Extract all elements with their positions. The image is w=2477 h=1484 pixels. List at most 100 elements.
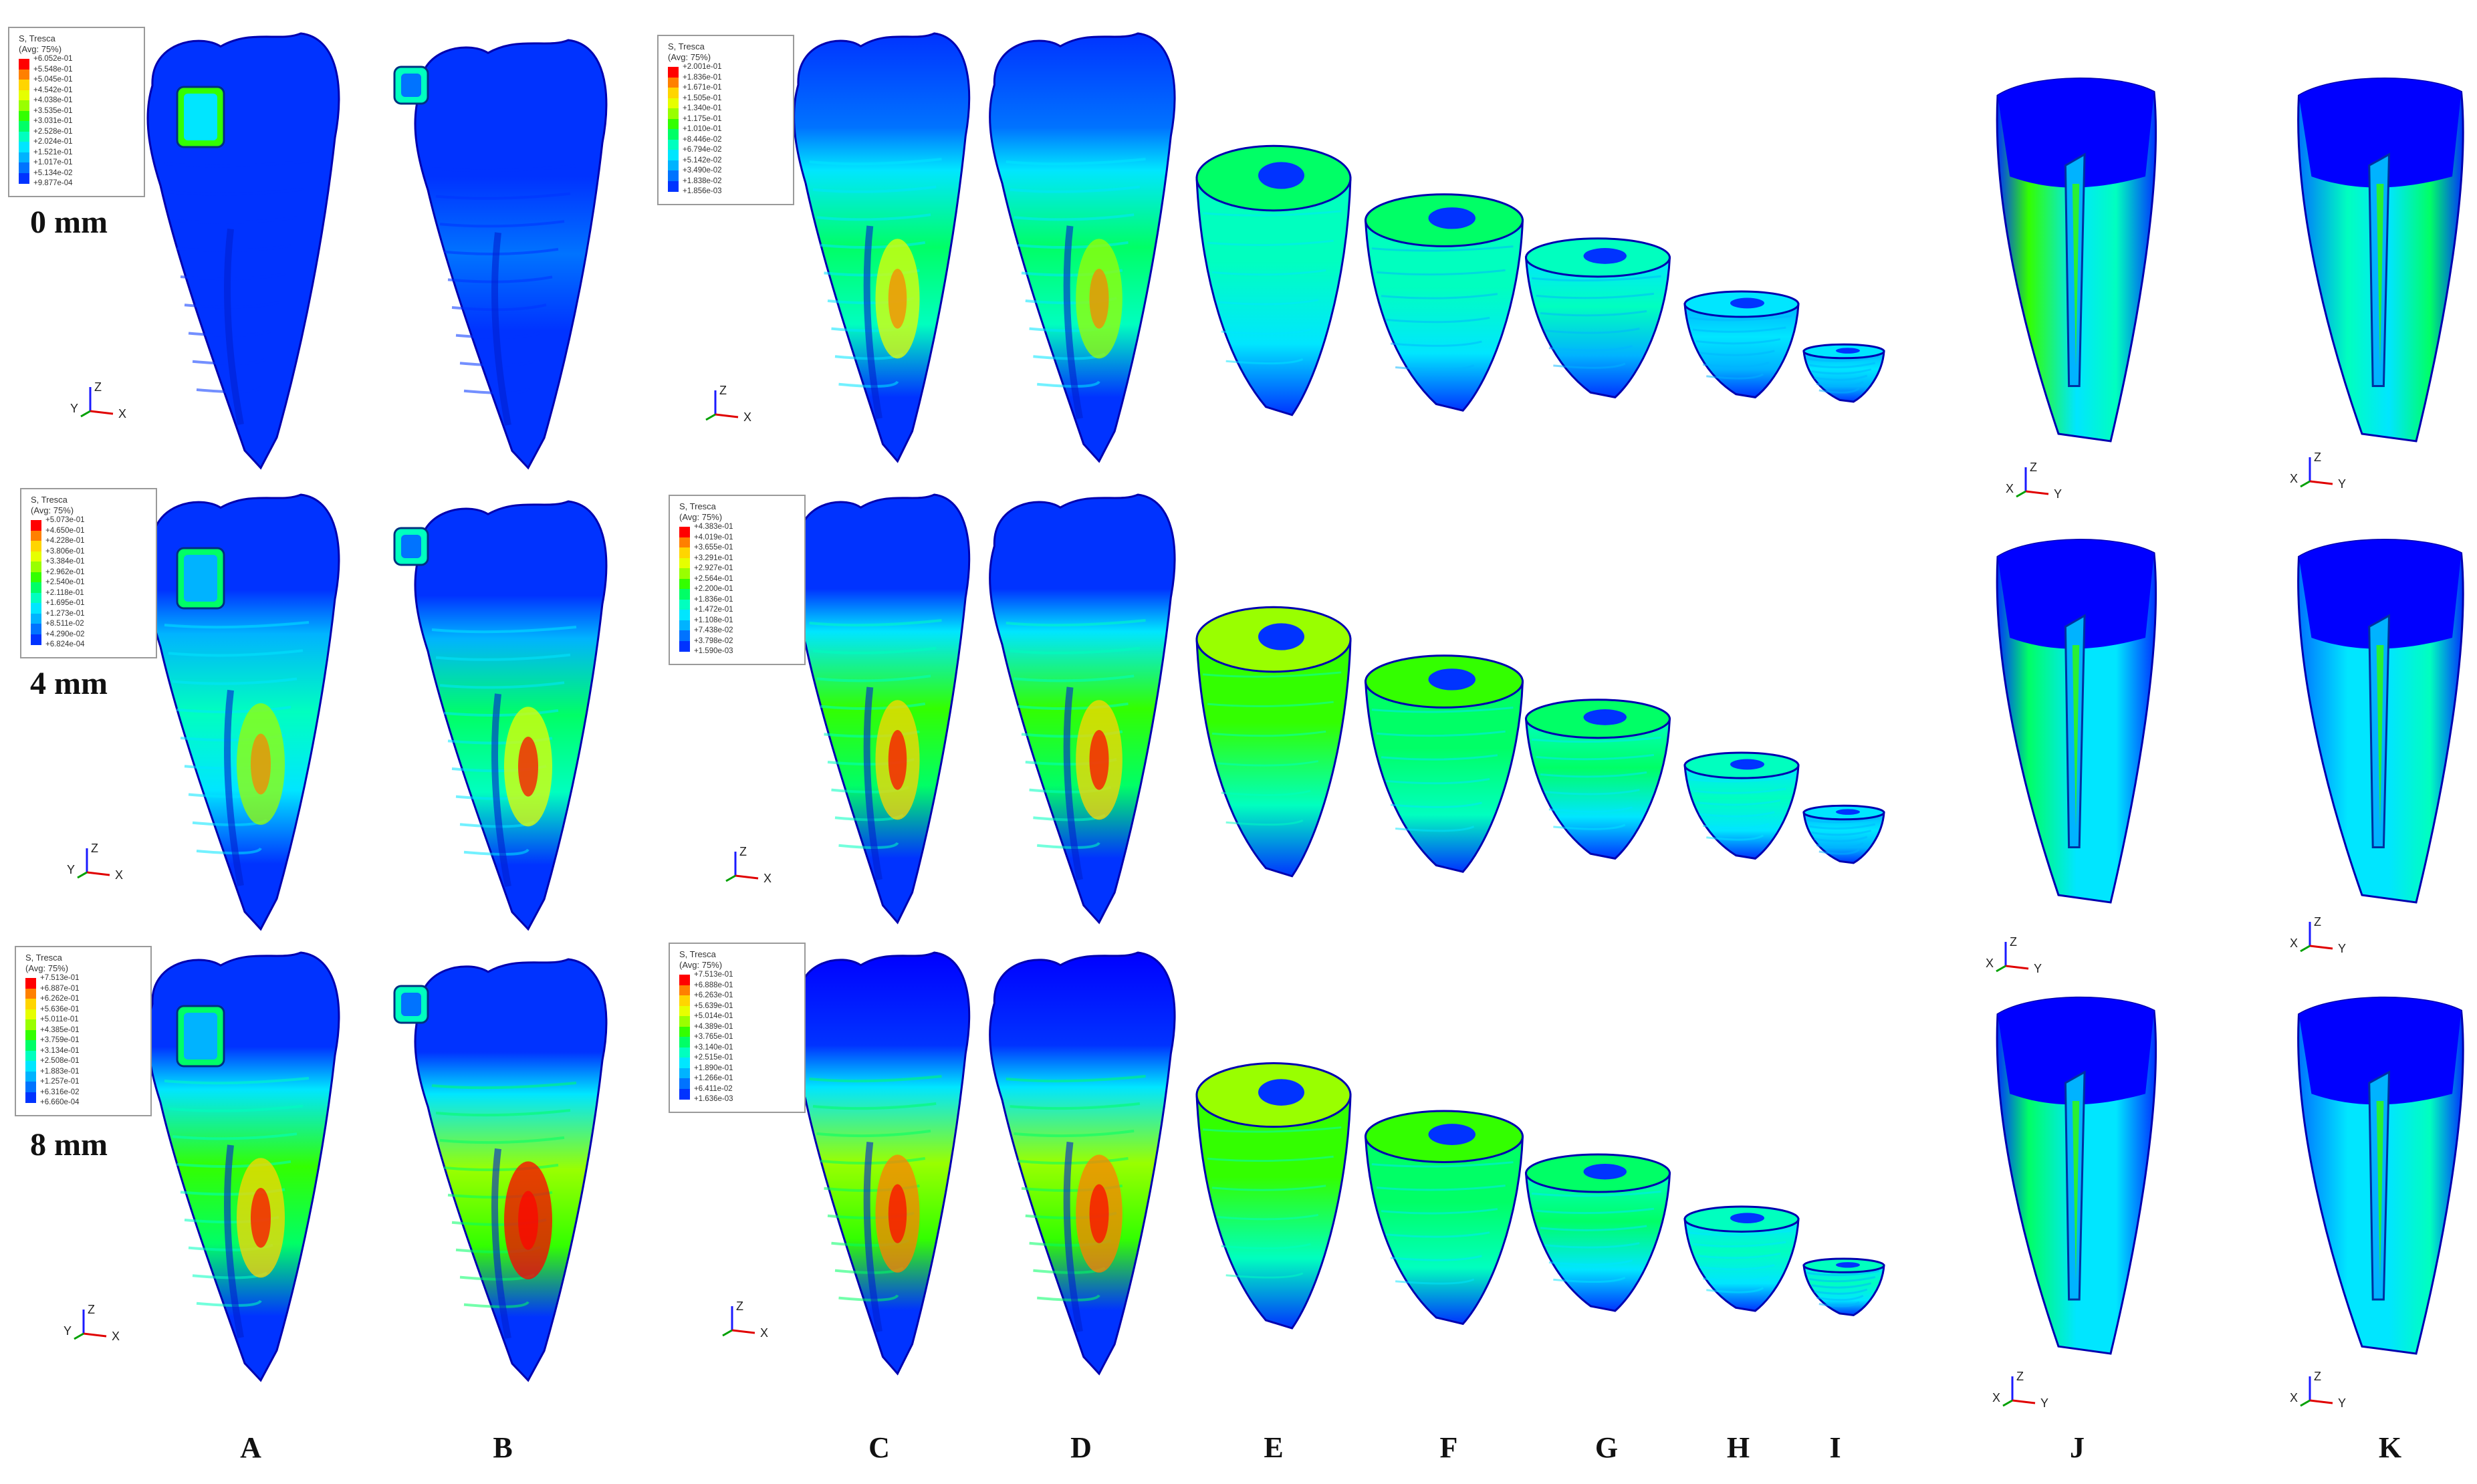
axis-label: Y: [2054, 487, 2062, 501]
legend-swatch: [25, 978, 36, 989]
legend-swatch: [679, 1005, 690, 1017]
legend-value: +5.011e-01: [40, 1015, 79, 1023]
legend-swatch: [31, 613, 41, 624]
legend-swatch: [679, 547, 690, 558]
access-cavity-b: [393, 985, 429, 1024]
legend-swatch: [19, 162, 29, 173]
row-label-0mm: 0 mm: [30, 205, 108, 240]
column-label-e: E: [1264, 1431, 1284, 1464]
slice-h: [1683, 290, 1800, 398]
legend-title: S, Tresca: [25, 953, 62, 963]
legend-value: +4.290e-02: [45, 630, 85, 638]
legend-value: +1.836e-01: [683, 73, 722, 82]
legend-swatch: [668, 180, 679, 192]
axis-triad: Z X Y: [2290, 915, 2346, 955]
slice-f: [1364, 654, 1524, 873]
axis-label: X: [763, 872, 772, 885]
legend-value: +1.472e-01: [694, 606, 733, 614]
tooth-c: [793, 951, 971, 1376]
axis-label: X: [112, 1330, 120, 1343]
legend-swatch: [679, 527, 690, 537]
axis-label: X: [2290, 1391, 2298, 1404]
stress-legend: S, Tresca (Avg: 75%) +7.513e-01 +6.887e-01 +…: [15, 946, 152, 1116]
slice-e: [1195, 606, 1352, 878]
tooth-c: [793, 32, 971, 463]
axis-label: X: [2290, 472, 2298, 485]
legend-value: +5.548e-01: [33, 65, 73, 74]
axis-label: Y: [2338, 942, 2346, 955]
tooth-d: [989, 493, 1176, 924]
legend-value: +5.636e-01: [40, 1005, 80, 1013]
legend-subtitle: (Avg: 75%): [668, 52, 711, 62]
legend-value: +7.513e-01: [694, 971, 733, 979]
legend-value: +2.540e-01: [45, 578, 85, 586]
column-label-d: D: [1070, 1431, 1092, 1464]
legend-value: +2.528e-01: [33, 127, 73, 136]
legend-swatch: [19, 121, 29, 132]
stress-legend: S, Tresca (Avg: 75%) +4.383e-01 +4.019e-01 +…: [669, 495, 806, 665]
legend-swatch: [31, 624, 41, 634]
legend-value: +1.856e-03: [683, 187, 722, 195]
legend-value: +3.535e-01: [33, 106, 73, 115]
legend-swatch: [679, 1078, 690, 1089]
axis-label: Y: [2034, 962, 2042, 975]
slice-e: [1195, 1062, 1352, 1330]
legend-value: +8.511e-02: [45, 620, 84, 628]
legend-value: +1.695e-01: [45, 599, 85, 607]
access-cavity-a: [176, 86, 225, 148]
legend-swatch: [19, 59, 29, 70]
column-label-k: K: [2378, 1431, 2402, 1464]
legend-value: +6.263e-01: [694, 991, 733, 999]
legend-value: +1.505e-01: [683, 94, 722, 102]
legend-swatch: [668, 139, 679, 150]
slice-e: [1195, 144, 1352, 416]
legend-swatch: [668, 129, 679, 140]
legend-value: +4.038e-01: [33, 96, 73, 104]
legend-value: +5.045e-01: [33, 76, 73, 84]
axis-triad: Z X Y: [1986, 935, 2042, 975]
legend-value: +2.118e-01: [45, 588, 84, 597]
axis-triad: Z Y X: [67, 842, 123, 882]
legend-swatch: [31, 572, 41, 583]
legend-value: +2.515e-01: [694, 1054, 733, 1062]
section-j: [1996, 539, 2157, 904]
axis-triad: ZX: [725, 845, 772, 885]
stress-legend: S, Tresca (Avg: 75%) +7.513e-01 +6.888e-01 +…: [669, 943, 806, 1113]
legend-value: +6.888e-01: [694, 981, 733, 989]
legend-value: +2.564e-01: [694, 574, 733, 583]
legend-swatch: [668, 88, 679, 98]
legend-swatch: [679, 1047, 690, 1058]
axis-label: Z: [94, 380, 102, 394]
legend-swatch: [19, 100, 29, 111]
legend-value: +3.134e-01: [40, 1046, 80, 1055]
axis-label: X: [2290, 937, 2298, 950]
tooth-b: [414, 958, 608, 1382]
axis-label: X: [743, 410, 751, 424]
legend-swatch: [679, 589, 690, 600]
axis-label: Z: [2016, 1370, 2024, 1383]
column-label-a: A: [240, 1431, 261, 1464]
section-k: [2297, 539, 2464, 904]
slice-i: [1802, 804, 1885, 864]
axis-triad: Z Y X: [64, 1303, 120, 1343]
legend-value: +4.542e-01: [33, 86, 73, 94]
legend-swatch: [31, 541, 41, 551]
slice-i: [1802, 1257, 1885, 1317]
legend-value: +2.024e-01: [33, 138, 73, 146]
column-label-f: F: [1439, 1431, 1458, 1464]
legend-swatch: [679, 578, 690, 590]
legend-title: S, Tresca: [31, 495, 68, 505]
legend-swatch: [679, 620, 690, 631]
legend-value: +6.824e-04: [45, 640, 85, 648]
legend-value: +5.073e-01: [45, 516, 85, 524]
legend-swatch: [19, 152, 29, 163]
legend-swatch: [25, 1082, 36, 1092]
row-label-8mm: 8 mm: [30, 1127, 108, 1162]
legend-swatch: [31, 551, 41, 562]
legend-value: +7.438e-02: [694, 626, 733, 634]
legend-value: +5.639e-01: [694, 1001, 733, 1010]
axis-label: Z: [719, 384, 727, 397]
tooth-c: [793, 493, 971, 924]
